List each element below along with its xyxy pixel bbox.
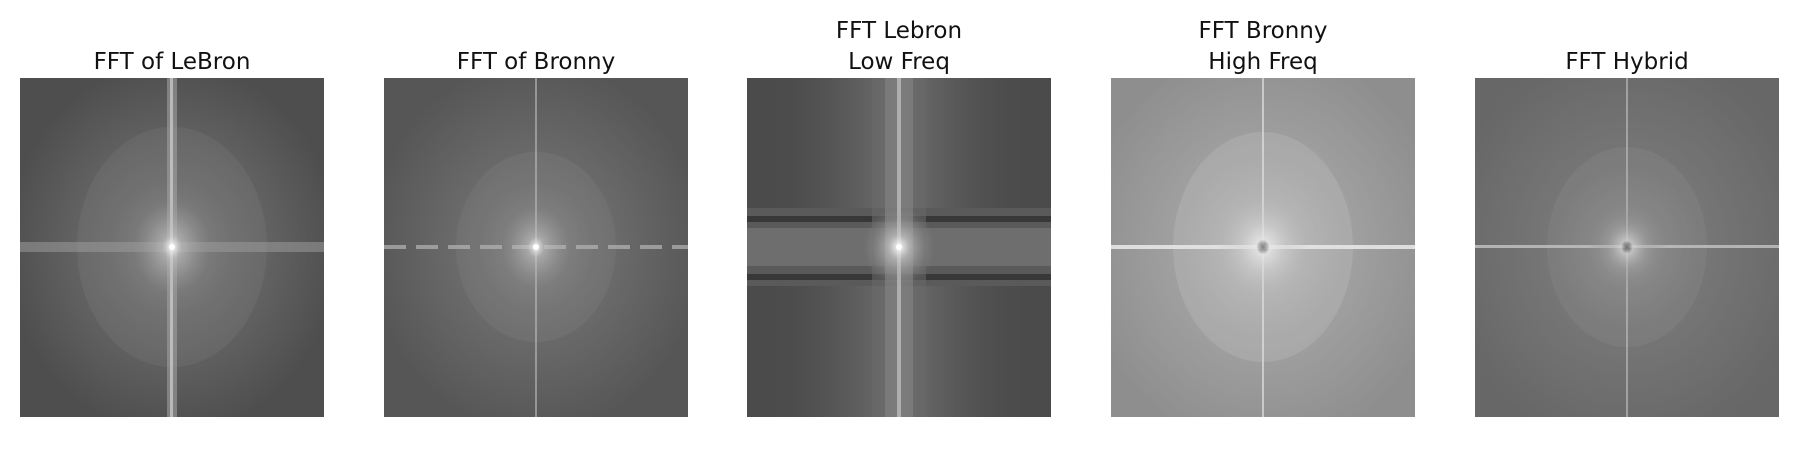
panel-title: FFT of LeBron: [93, 49, 251, 75]
fft-image-hybrid: [1475, 78, 1779, 417]
fft-image-bronny: [384, 78, 688, 417]
panel-fft-lebron-low-freq: FFT Lebron Low Freq: [747, 0, 1051, 459]
fft-image-lebron-low-freq: [747, 78, 1051, 417]
panel-fft-bronny-high-freq: FFT Bronny High Freq: [1111, 0, 1415, 459]
fft-image-lebron: [20, 78, 324, 417]
fft-image-bronny-high-freq: [1111, 78, 1415, 417]
panel-title: FFT Lebron Low Freq: [835, 18, 963, 75]
panel-fft-lebron: FFT of LeBron: [20, 0, 324, 459]
panel-title: FFT Bronny High Freq: [1198, 18, 1328, 75]
panel-title: FFT of Bronny: [456, 49, 616, 75]
panel-fft-hybrid: FFT Hybrid: [1475, 0, 1779, 459]
panel-title: FFT Hybrid: [1565, 49, 1689, 75]
panel-fft-bronny: FFT of Bronny: [384, 0, 688, 459]
